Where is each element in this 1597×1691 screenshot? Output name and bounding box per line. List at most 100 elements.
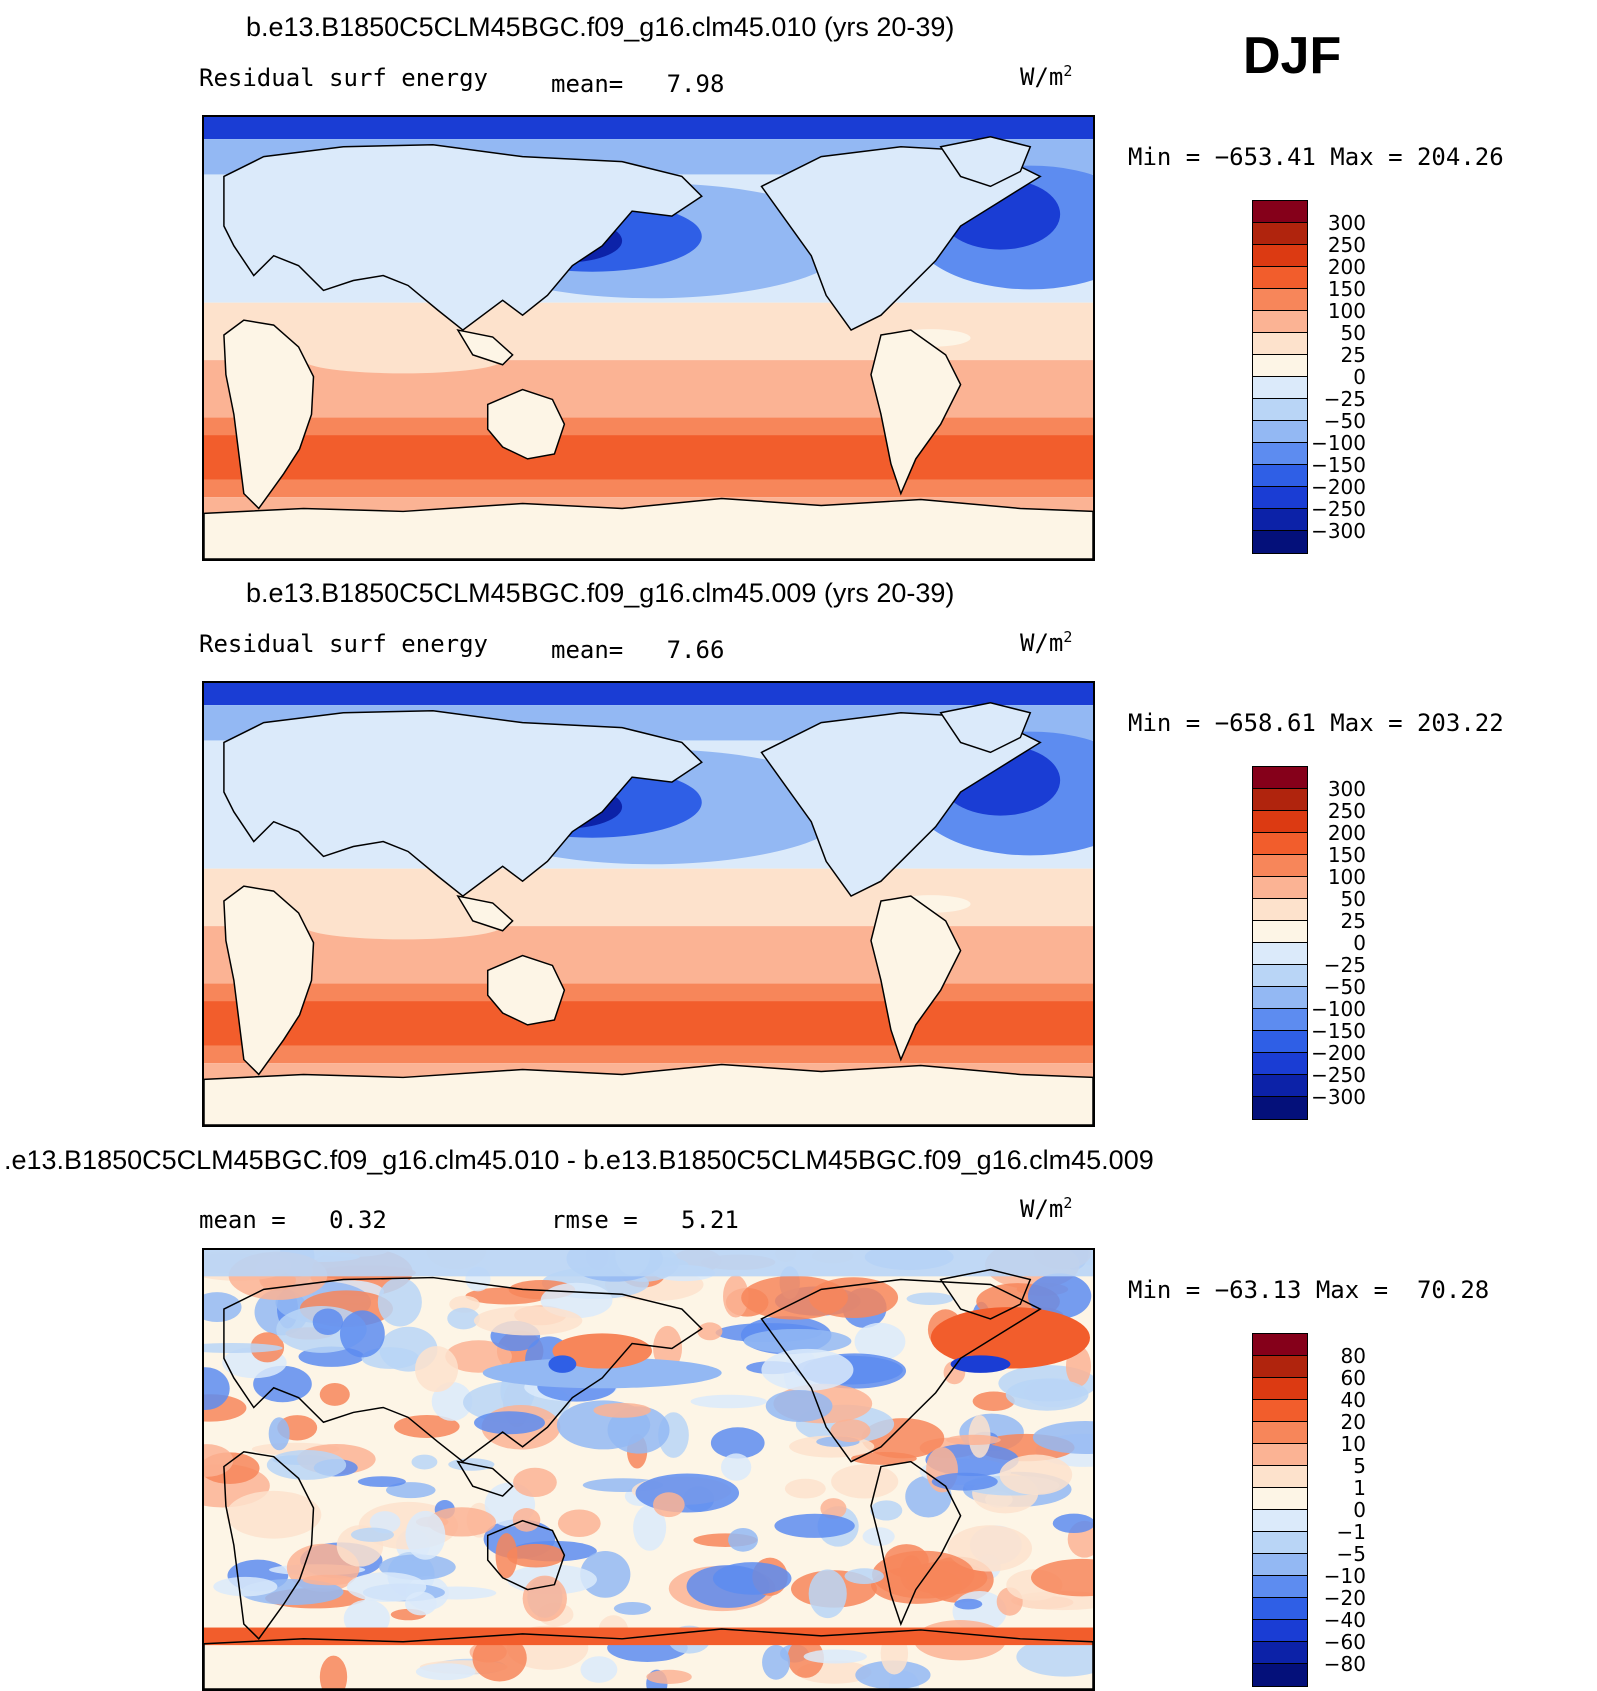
colorbar-swatch — [1253, 899, 1307, 921]
panel-bottom-units: W/m2 — [1020, 1194, 1073, 1223]
colorbar-swatch — [1253, 1400, 1307, 1422]
colorbar-swatch — [1253, 943, 1307, 965]
colorbar-tick-label: 50 — [1340, 321, 1366, 345]
panel-bottom-field — [204, 1250, 1093, 1689]
colorbar-swatch — [1253, 1444, 1307, 1466]
colorbar-swatch — [1253, 1532, 1307, 1554]
colorbar-swatch — [1253, 1378, 1307, 1400]
panel-middle-variable: Residual surf energy — [199, 630, 488, 658]
colorbar-tick-label: 25 — [1340, 343, 1366, 367]
colorbar-tick-label: −10 — [1323, 1564, 1366, 1588]
colorbar-tick-label: 80 — [1340, 1344, 1366, 1368]
panel-top-field — [204, 117, 1093, 559]
colorbar-tick-label: −100 — [1311, 431, 1366, 455]
panel-bottom-title: .e13.B1850C5CLM45BGC.f09_g16.clm45.010 -… — [4, 1145, 1154, 1175]
colorbar-swatch — [1253, 1009, 1307, 1031]
colorbar-swatch — [1253, 377, 1307, 399]
colorbar-swatch — [1253, 1075, 1307, 1097]
land-layer — [204, 1268, 1093, 1689]
colorbar-tick-label: 100 — [1327, 299, 1366, 323]
colorbar-tick-label: −150 — [1311, 1019, 1366, 1043]
panel-top-units: W/m2 — [1020, 62, 1073, 91]
colorbar-swatch — [1253, 1356, 1307, 1378]
colorbar-tick-label: 0 — [1353, 1498, 1366, 1522]
colorbar-swatch — [1253, 245, 1307, 267]
panel-middle-map — [202, 681, 1095, 1127]
colorbar-tick-label: 20 — [1340, 1410, 1366, 1434]
colorbar-tick-label: 40 — [1340, 1388, 1366, 1412]
colorbar-tick-label: −1 — [1336, 1520, 1366, 1544]
colorbar-tick-label: −5 — [1336, 1542, 1366, 1566]
panel-bottom-mean: mean = 0.32 — [199, 1206, 387, 1234]
colorbar-swatch — [1253, 223, 1307, 245]
colorbar-swatch — [1253, 1466, 1307, 1488]
colorbar-tick-label: 200 — [1327, 255, 1366, 279]
colorbar-swatch — [1253, 855, 1307, 877]
panel-top-title: b.e13.B1850C5CLM45BGC.f09_g16.clm45.010 … — [246, 12, 955, 42]
panel-middle-colorbar — [1252, 766, 1308, 1120]
panel-top-map — [202, 115, 1095, 561]
panel-bottom-map — [202, 1248, 1095, 1691]
colorbar-tick-label: −250 — [1311, 1063, 1366, 1087]
colorbar-swatch — [1253, 767, 1307, 789]
colorbar-swatch — [1253, 311, 1307, 333]
colorbar-swatch — [1253, 1642, 1307, 1664]
colorbar-tick-label: −80 — [1323, 1652, 1366, 1676]
colorbar-swatch — [1253, 1488, 1307, 1510]
land-layer — [204, 702, 1093, 1125]
colorbar-tick-label: 0 — [1353, 365, 1366, 389]
colorbar-tick-label: −300 — [1311, 1085, 1366, 1109]
colorbar-tick-label: 60 — [1340, 1366, 1366, 1390]
colorbar-swatch — [1253, 421, 1307, 443]
colorbar-tick-label: −40 — [1323, 1608, 1366, 1632]
field-layer — [204, 1250, 1093, 1689]
colorbar-tick-label: 1 — [1353, 1476, 1366, 1500]
colorbar-swatch — [1253, 201, 1307, 223]
colorbar-tick-label: −150 — [1311, 453, 1366, 477]
panel-middle-units: W/m2 — [1020, 628, 1073, 657]
colorbar-tick-label: −25 — [1323, 953, 1366, 977]
colorbar-swatch — [1253, 267, 1307, 289]
colorbar-tick-label: 0 — [1353, 931, 1366, 955]
colorbar-swatch — [1253, 987, 1307, 1009]
colorbar-tick-label: 300 — [1327, 777, 1366, 801]
colorbar-swatch — [1253, 333, 1307, 355]
colorbar-swatch — [1253, 1031, 1307, 1053]
colorbar-swatch — [1253, 1576, 1307, 1598]
panel-top-minmax: Min = −653.41 Max = 204.26 — [1128, 143, 1504, 171]
colorbar-tick-label: 250 — [1327, 799, 1366, 823]
colorbar-swatch — [1253, 1422, 1307, 1444]
colorbar-swatch — [1253, 465, 1307, 487]
colorbar-swatch — [1253, 1554, 1307, 1576]
panel-middle-title: b.e13.B1850C5CLM45BGC.f09_g16.clm45.009 … — [246, 578, 955, 608]
colorbar-swatch — [1253, 1334, 1307, 1356]
colorbar-tick-label: −100 — [1311, 997, 1366, 1021]
colorbar-tick-label: 25 — [1340, 909, 1366, 933]
panel-bottom-rmse: rmse = 5.21 — [551, 1206, 739, 1234]
panel-top-mean: mean= 7.98 — [551, 70, 725, 98]
colorbar-swatch — [1253, 531, 1307, 553]
colorbar-swatch — [1253, 399, 1307, 421]
colorbar-swatch — [1253, 1053, 1307, 1075]
colorbar-swatch — [1253, 921, 1307, 943]
colorbar-tick-label: 50 — [1340, 887, 1366, 911]
colorbar-swatch — [1253, 1620, 1307, 1642]
colorbar-swatch — [1253, 355, 1307, 377]
colorbar-swatch — [1253, 811, 1307, 833]
colorbar-swatch — [1253, 1510, 1307, 1532]
colorbar-tick-label: −50 — [1323, 409, 1366, 433]
panel-bottom-minmax: Min = −63.13 Max = 70.28 — [1128, 1276, 1490, 1304]
colorbar-swatch — [1253, 1097, 1307, 1119]
colorbar-tick-label: 10 — [1340, 1432, 1366, 1456]
colorbar-tick-label: −250 — [1311, 497, 1366, 521]
panel-bottom-colorbar — [1252, 1333, 1308, 1687]
colorbar-tick-label: 150 — [1327, 277, 1366, 301]
colorbar-swatch — [1253, 443, 1307, 465]
colorbar-swatch — [1253, 1664, 1307, 1686]
panel-top-variable: Residual surf energy — [199, 64, 488, 92]
land-layer — [204, 136, 1093, 559]
panel-middle-mean: mean= 7.66 — [551, 636, 725, 664]
colorbar-swatch — [1253, 789, 1307, 811]
colorbar-tick-label: −50 — [1323, 975, 1366, 999]
colorbar-swatch — [1253, 833, 1307, 855]
